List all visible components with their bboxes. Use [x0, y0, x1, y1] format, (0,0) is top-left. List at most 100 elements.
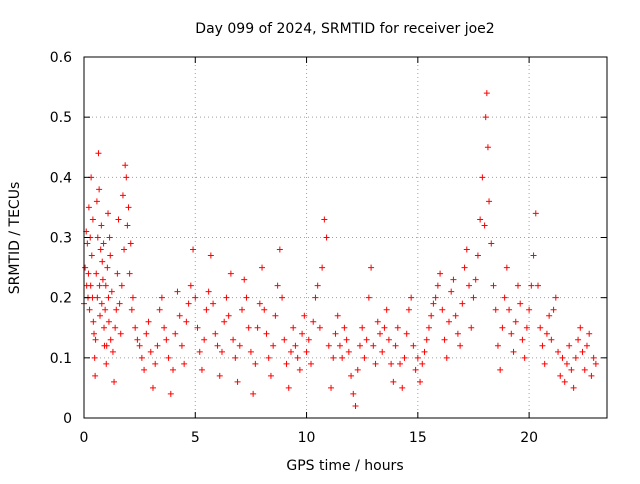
x-tick-label: 20: [520, 430, 538, 446]
data-point: [555, 348, 562, 355]
data-point: [112, 324, 119, 331]
data-point: [492, 306, 499, 313]
data-point: [127, 240, 134, 247]
data-point: [419, 360, 426, 367]
data-point: [412, 366, 419, 373]
data-point: [588, 372, 595, 379]
data-point: [94, 294, 101, 301]
data-point: [437, 270, 444, 277]
y-tick-label: 0.5: [50, 110, 72, 126]
data-point: [84, 240, 91, 247]
data-point: [512, 318, 519, 325]
data-point: [365, 294, 372, 301]
data-point: [185, 300, 192, 307]
data-point: [190, 246, 197, 253]
data-point: [214, 342, 221, 349]
data-point: [96, 282, 103, 289]
data-point: [390, 378, 397, 385]
data-point: [586, 330, 593, 337]
data-point: [283, 360, 290, 367]
x-axis-label: GPS time / hours: [286, 458, 403, 474]
data-point: [250, 390, 257, 397]
data-point: [172, 330, 179, 337]
data-point: [117, 330, 124, 337]
data-point: [90, 318, 97, 325]
data-point: [577, 324, 584, 331]
data-point: [482, 114, 489, 121]
data-point: [205, 288, 212, 295]
data-point: [445, 318, 452, 325]
data-point: [99, 276, 106, 283]
data-point: [590, 354, 597, 361]
data-point: [408, 294, 415, 301]
data-point: [388, 360, 395, 367]
data-point: [252, 360, 259, 367]
data-point: [472, 276, 479, 283]
data-point: [470, 294, 477, 301]
data-point: [532, 210, 539, 217]
data-point: [474, 252, 481, 259]
data-point: [417, 378, 424, 385]
data-point: [102, 306, 109, 313]
data-point: [96, 186, 103, 193]
y-axis-label: SRMTID / TECUs: [7, 182, 23, 295]
data-point: [450, 276, 457, 283]
y-tick-label: 0.6: [50, 50, 72, 66]
data-point: [310, 318, 317, 325]
data-point: [109, 348, 116, 355]
data-point: [196, 348, 203, 355]
data-point: [116, 300, 123, 307]
data-point: [379, 348, 386, 355]
y-tick-label: 0.2: [50, 291, 72, 307]
data-point: [85, 204, 92, 211]
data-point: [207, 252, 214, 259]
data-point: [336, 342, 343, 349]
data-point: [552, 294, 559, 301]
data-point: [383, 306, 390, 313]
data-point: [134, 336, 141, 343]
data-point: [94, 234, 101, 241]
data-point: [128, 306, 135, 313]
data-point: [506, 306, 513, 313]
data-point: [245, 324, 252, 331]
data-point: [581, 366, 588, 373]
data-point: [454, 330, 461, 337]
data-point: [152, 360, 159, 367]
data-point: [105, 318, 112, 325]
data-point: [216, 372, 223, 379]
data-point: [176, 312, 183, 319]
data-point: [530, 252, 537, 259]
data-point: [405, 306, 412, 313]
data-point: [161, 324, 168, 331]
data-point: [93, 198, 100, 205]
data-point: [517, 300, 524, 307]
data-point: [163, 336, 170, 343]
data-point: [535, 282, 542, 289]
data-point: [92, 336, 99, 343]
data-point: [499, 324, 506, 331]
data-point: [225, 312, 232, 319]
y-tick-label: 0: [63, 411, 72, 427]
data-point: [521, 354, 528, 361]
data-point: [319, 264, 326, 271]
data-point: [279, 294, 286, 301]
data-point: [230, 336, 237, 343]
data-point: [89, 216, 96, 223]
data-point: [303, 348, 310, 355]
data-point: [183, 318, 190, 325]
x-tick-label: 15: [409, 430, 427, 446]
data-point: [265, 354, 272, 361]
data-point: [461, 264, 468, 271]
data-point: [439, 306, 446, 313]
data-point: [241, 276, 248, 283]
data-point: [174, 288, 181, 295]
data-point: [287, 348, 294, 355]
data-point: [312, 294, 319, 301]
data-point: [463, 246, 470, 253]
data-point: [114, 270, 121, 277]
data-point: [92, 372, 99, 379]
data-point: [448, 288, 455, 295]
data-point: [459, 300, 466, 307]
data-point: [557, 372, 564, 379]
data-point: [145, 318, 152, 325]
